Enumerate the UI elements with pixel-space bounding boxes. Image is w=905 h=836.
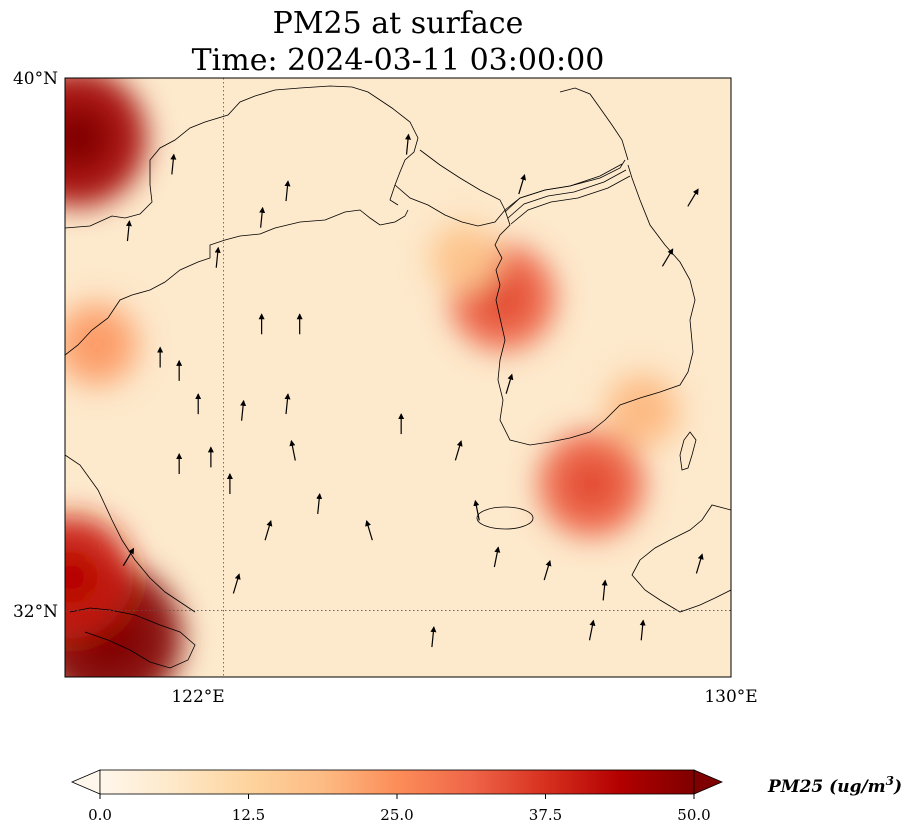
wind-arrow [284, 180, 291, 202]
lat-tick-labels: 40°N 32°N [13, 69, 58, 622]
gridlines [65, 78, 731, 677]
coastline-yangtze [69, 607, 196, 669]
wind-arrow [289, 439, 296, 461]
map-frame [64, 77, 732, 678]
wind-arrow [264, 520, 273, 541]
pm25-field [65, 78, 680, 677]
colorbar-tick-label: 0.0 [88, 806, 112, 824]
wind-arrow [493, 546, 501, 568]
coastline-japan-west [631, 504, 731, 613]
wind-arrow [240, 399, 247, 421]
lon-tick-labels: 122°E 130°E [171, 687, 757, 707]
wind-arrow [473, 499, 480, 521]
wind-arrow [122, 547, 135, 567]
wind-arrow [601, 579, 608, 601]
map-title-line2: Time: 2024-03-11 03:00:00 [192, 43, 605, 78]
wind-arrow [365, 520, 373, 541]
lon-tick-122: 122°E [171, 687, 224, 707]
wind-arrow [687, 188, 699, 207]
wind-arrow [639, 619, 646, 641]
lat-tick-40: 40°N [13, 69, 58, 89]
border-korea-line2 [507, 169, 627, 219]
colorbar-tick-label: 12.5 [232, 806, 265, 824]
wind-arrow [259, 206, 266, 228]
pm25-hotspot-core-2 [65, 549, 100, 606]
wind-arrow [214, 246, 221, 268]
lat-tick-32: 32°N [13, 602, 58, 622]
wind-arrow [505, 373, 514, 394]
pm25-hotspot-core-0 [65, 107, 109, 169]
wind-arrow [430, 626, 437, 648]
coastline-korea-west [494, 164, 696, 446]
wind-arrow [125, 220, 132, 242]
coastline-liaodong-east [419, 149, 506, 211]
coastline-bohai [65, 85, 419, 229]
colorbar-extend-max [693, 769, 724, 795]
wind-vectors [122, 133, 704, 648]
lon-tick-130: 130°E [704, 687, 757, 707]
wind-arrow [232, 573, 241, 594]
colorbar-tick-label: 25.0 [380, 806, 413, 824]
wind-arrow [316, 493, 323, 514]
wind-arrow [518, 173, 526, 195]
colorbar-tick-label: 37.5 [529, 806, 562, 824]
pm25-hotspot-core-5 [625, 393, 660, 428]
borders [504, 163, 631, 225]
border-korea-line1 [504, 163, 623, 213]
wind-arrow [695, 553, 704, 574]
coastline-shandong [65, 209, 409, 356]
colorbar-ticks: 0.0 12.5 25.0 37.5 50.0 [88, 794, 711, 824]
island-tsushima [679, 431, 697, 471]
map-title-line1: PM25 at surface [273, 6, 524, 41]
wind-arrow [661, 248, 674, 267]
border-korea-line3 [510, 175, 631, 225]
colorbar-label-main: PM25 (ug/m [767, 777, 886, 797]
colorbar-label-sup: 3 [886, 774, 894, 788]
wind-arrow [454, 440, 463, 461]
colorbar-label: PM25 (ug/m3) [767, 774, 902, 797]
colorbar-tick-label: 50.0 [677, 806, 710, 824]
coastline-yalu [559, 87, 629, 161]
wind-arrow [588, 619, 596, 641]
wind-arrow [284, 393, 291, 415]
pm25-hotspot-core-6 [448, 241, 481, 274]
pm25-hotspot-core-4 [567, 460, 616, 508]
map-panel [64, 77, 732, 678]
pm25-hotspot-core-3 [478, 273, 527, 322]
colorbar: 0.0 12.5 25.0 37.5 50.0 PM25 (ug/m3) [70, 769, 902, 824]
colorbar-extend-min [70, 769, 101, 795]
colorbar-label-end: ) [893, 777, 902, 797]
coastline-north-korea [394, 159, 626, 227]
wind-arrow [543, 559, 552, 581]
wind-arrow [170, 153, 177, 175]
colorbar-body [99, 769, 695, 795]
wind-arrow [405, 133, 411, 155]
island-jeju [476, 506, 534, 530]
pm25-hotspot-core-7 [77, 325, 116, 364]
